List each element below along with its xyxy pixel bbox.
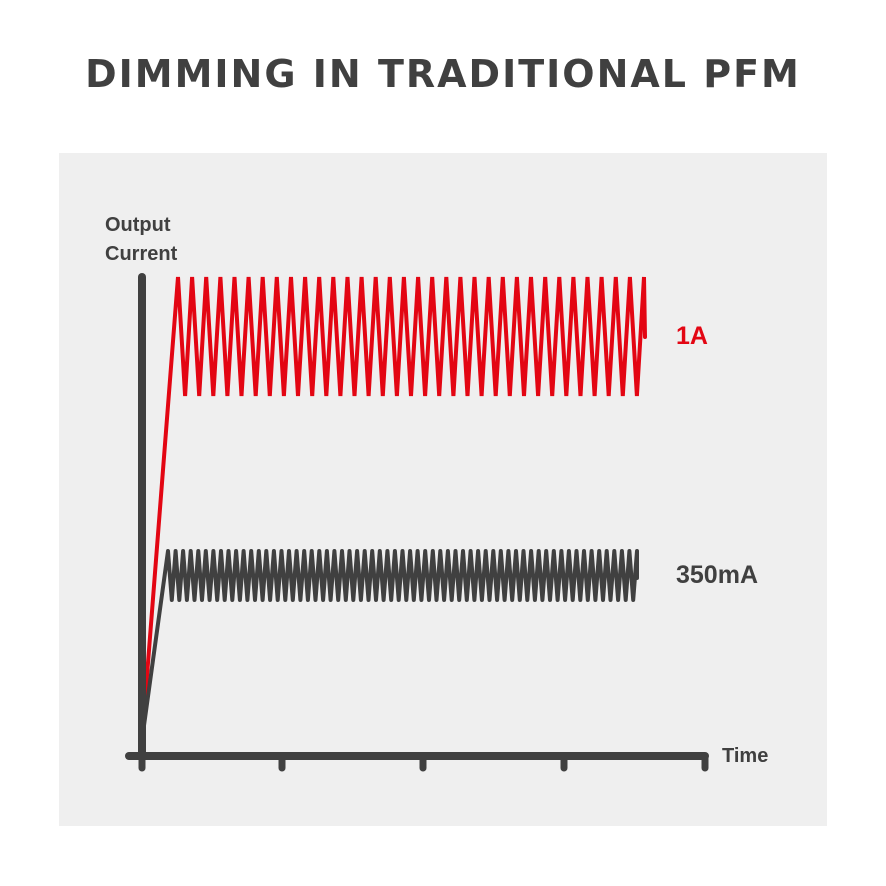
diagram-panel [59, 153, 827, 826]
series-label-350ma: 350mA [676, 561, 758, 589]
series-label-1a: 1A [676, 322, 708, 350]
y-axis-label-line1: Output [105, 214, 171, 236]
wave-350ma [140, 549, 639, 742]
wave-1a [140, 276, 647, 742]
x-axis-label: Time [722, 745, 768, 767]
y-axis-label-line2: Current [105, 243, 178, 265]
diagram-title: DIMMING IN TRADITIONAL PFM [85, 52, 801, 96]
